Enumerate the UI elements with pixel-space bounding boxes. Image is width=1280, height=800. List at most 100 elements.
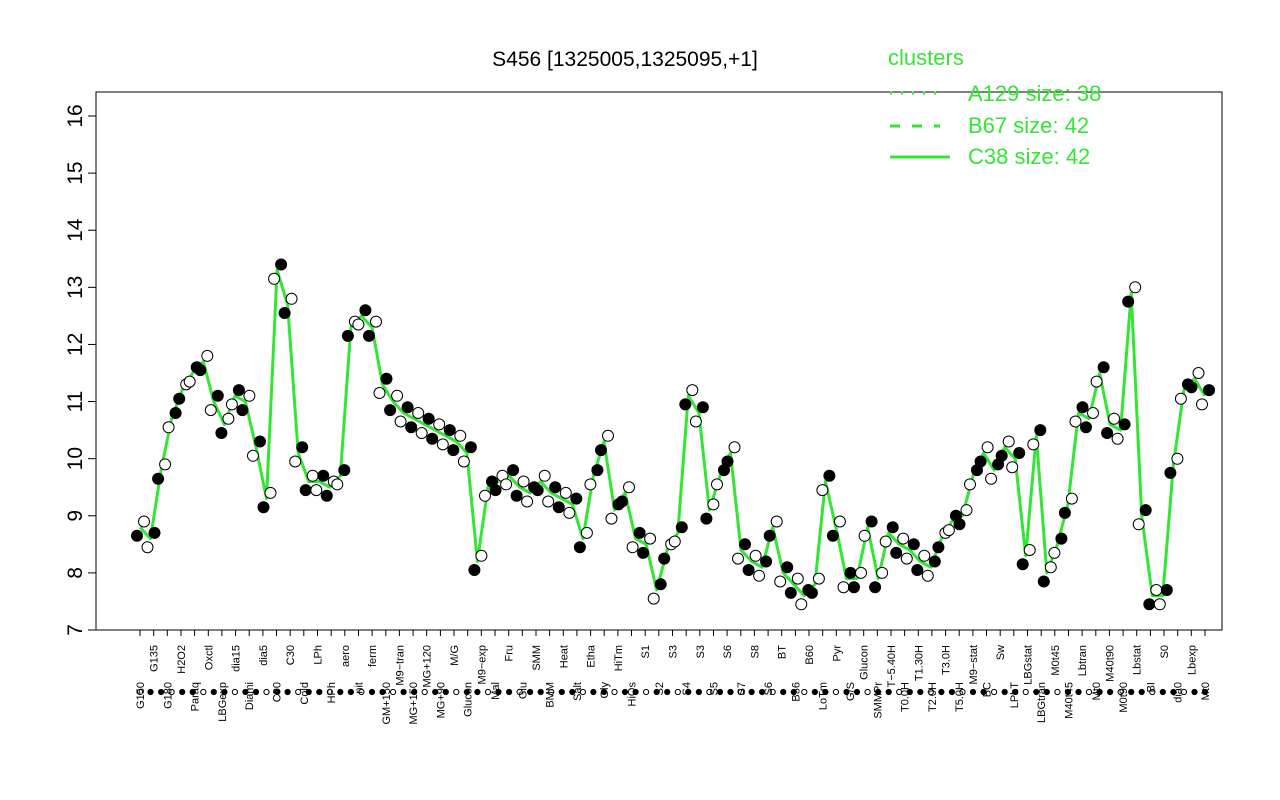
- x-rug-mark: [875, 688, 882, 696]
- x-tick-label: S6: [763, 682, 775, 695]
- data-point: [1118, 418, 1131, 431]
- x-tick-label: Salt: [572, 682, 584, 701]
- x-rug-mark: [991, 688, 998, 696]
- x-rug-mark: [1138, 688, 1145, 696]
- x-rug-mark: [927, 688, 934, 696]
- data-point: [1013, 447, 1026, 459]
- x-tick-label: BT: [777, 645, 789, 659]
- x-rug-mark: [221, 688, 228, 696]
- data-point: [742, 564, 755, 576]
- data-point: [1171, 452, 1184, 465]
- x-rug-mark: [737, 688, 745, 696]
- data-point: [1027, 438, 1040, 451]
- data-point: [816, 484, 829, 497]
- x-rug-mark: [158, 688, 165, 696]
- data-point: [394, 415, 407, 428]
- x-tick-label: S3: [668, 645, 680, 658]
- data-point: [1058, 506, 1071, 519]
- data-point: [1160, 584, 1173, 596]
- x-tick-label: MG+90: [435, 682, 447, 718]
- x-rug-mark: [527, 688, 534, 696]
- data-point: [457, 455, 470, 468]
- data-point: [1129, 281, 1142, 294]
- x-tick-label: Paraq: [190, 682, 202, 711]
- x-rug-mark: [442, 688, 449, 696]
- x-rug-mark: [674, 688, 681, 696]
- data-point: [1153, 598, 1166, 611]
- x-rug-mark: [558, 688, 565, 696]
- data-point: [1132, 518, 1145, 531]
- x-rug-mark: [1191, 688, 1198, 696]
- x-tick-label: T1.30H: [913, 645, 925, 681]
- data-point: [1065, 492, 1078, 505]
- x-tick-label: LPhT: [1009, 682, 1021, 709]
- data-point: [225, 398, 238, 411]
- x-rug-mark: [168, 688, 175, 696]
- data-point: [623, 481, 635, 494]
- data-point: [215, 427, 228, 439]
- data-point: [559, 486, 572, 499]
- data-point: [1055, 532, 1068, 545]
- data-point: [1192, 367, 1205, 379]
- data-point: [162, 421, 175, 434]
- data-point: [928, 555, 941, 568]
- data-point: [159, 458, 172, 471]
- x-rug-mark: [643, 688, 650, 696]
- data-point: [278, 307, 291, 319]
- data-point: [890, 546, 903, 559]
- data-point: [257, 501, 270, 514]
- data-point: [1048, 546, 1061, 559]
- x-rug-mark: [495, 688, 502, 696]
- data-point: [183, 375, 196, 388]
- data-point: [1122, 295, 1135, 308]
- x-rug-mark: [421, 688, 428, 696]
- x-tick-label: M9−exp: [476, 645, 488, 684]
- data-point: [953, 518, 966, 531]
- x-tick-label: M9−stat: [968, 645, 980, 684]
- x-tick-label: HiTm: [613, 645, 625, 671]
- x-rug-mark: [316, 688, 323, 696]
- data-point: [774, 575, 787, 588]
- y-tick-label: 8: [64, 567, 87, 579]
- x-rug-mark: [896, 688, 903, 696]
- data-point: [507, 464, 520, 477]
- data-point: [1023, 544, 1036, 556]
- data-point: [422, 412, 435, 425]
- data-point: [254, 435, 266, 448]
- data-point: [338, 464, 351, 477]
- data-point: [517, 475, 530, 488]
- data-point: [616, 495, 628, 508]
- x-rug-mark: [790, 688, 797, 696]
- data-point: [169, 407, 182, 419]
- data-point: [299, 484, 312, 497]
- x-tick-label: M40t90: [1104, 645, 1116, 682]
- data-point: [296, 441, 309, 454]
- data-point: [204, 404, 217, 417]
- data-point: [595, 444, 607, 457]
- data-point: [412, 407, 425, 419]
- y-tick-label: 15: [64, 161, 87, 184]
- data-point: [707, 498, 720, 511]
- data-point: [549, 481, 562, 494]
- x-rug-mark: [537, 688, 544, 696]
- data-point: [475, 549, 488, 562]
- x-rug-mark: [843, 688, 850, 696]
- data-point: [626, 541, 639, 554]
- x-rug-mark: [716, 688, 724, 696]
- x-rug-mark: [569, 688, 576, 696]
- data-point: [1150, 584, 1163, 596]
- data-point: [781, 561, 794, 574]
- x-rug-mark: [1170, 688, 1177, 696]
- x-rug-mark: [664, 688, 671, 696]
- data-point: [805, 586, 818, 599]
- x-rug-mark: [632, 688, 639, 696]
- data-point: [886, 521, 899, 534]
- x-rug-mark: [337, 688, 344, 696]
- data-point: [373, 387, 386, 399]
- legend-label-b67: B67 size: 42: [968, 113, 1089, 138]
- x-rug-mark: [1022, 688, 1029, 696]
- data-point: [907, 538, 920, 551]
- x-rug-mark: [548, 688, 555, 696]
- x-tick-label: MG+150: [408, 682, 420, 725]
